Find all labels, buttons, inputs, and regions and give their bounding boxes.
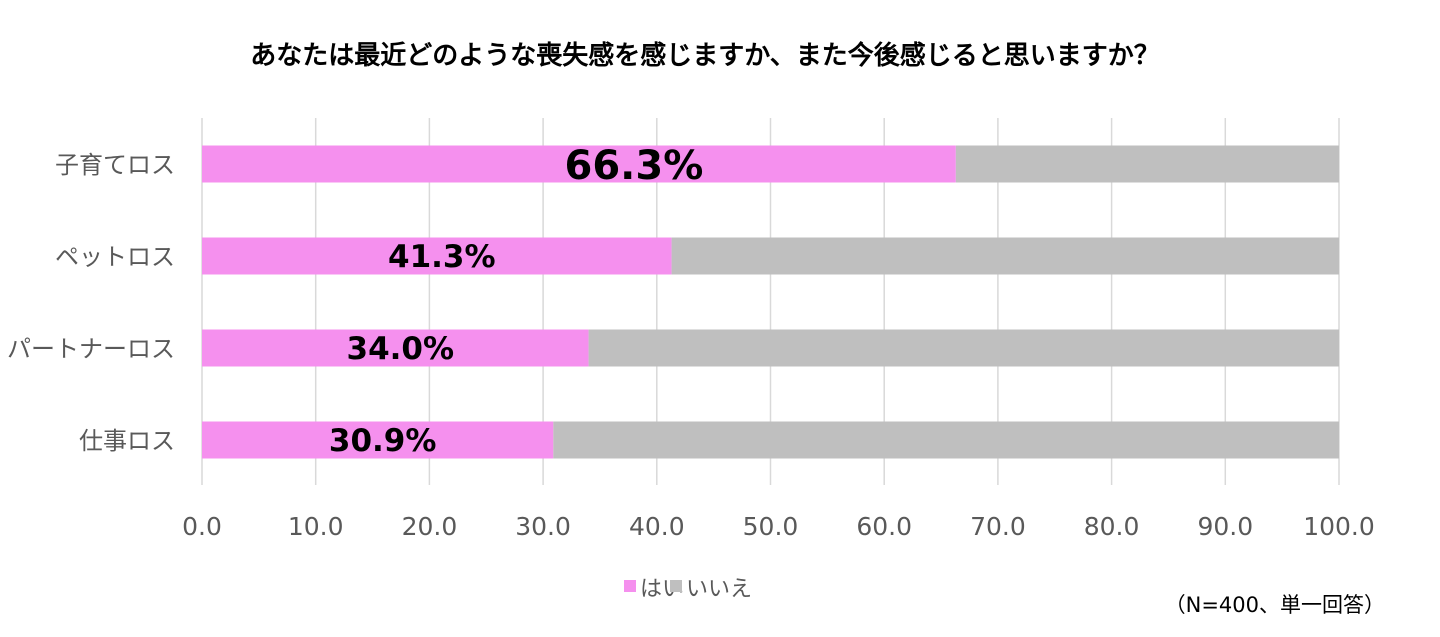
x-tick-label: 20.0 bbox=[402, 512, 458, 541]
x-tick-label: 80.0 bbox=[1084, 512, 1140, 541]
category-label: ペットロス bbox=[55, 243, 175, 271]
data-labels: 66.3% 41.3% 34.0% 30.9% bbox=[329, 143, 703, 459]
sample-note: （N=400、単一回答） bbox=[1165, 593, 1385, 617]
legend-label-no: いいえ bbox=[686, 577, 752, 602]
category-label: 子育てロス bbox=[55, 151, 175, 179]
x-tick-label: 70.0 bbox=[970, 512, 1026, 541]
data-label: 66.3% bbox=[565, 143, 704, 189]
bar-segment-yes bbox=[202, 145, 956, 183]
bar-segment-no bbox=[588, 329, 1339, 367]
x-tick-label: 50.0 bbox=[743, 512, 799, 541]
legend: はい いいえ bbox=[624, 577, 752, 602]
data-label: 41.3% bbox=[388, 239, 496, 275]
chart-title: あなたは最近どのような喪失感を感じますか、また今後感じると思いますか？ bbox=[250, 40, 1159, 71]
x-tick-label: 40.0 bbox=[629, 512, 685, 541]
data-label: 30.9% bbox=[329, 423, 437, 459]
bar-segment-yes bbox=[202, 237, 672, 275]
x-tick-labels: 0.0 10.0 20.0 30.0 40.0 50.0 60.0 70.0 80.0 90.0 1… bbox=[182, 512, 1375, 541]
category-label: パートナーロス bbox=[7, 335, 175, 363]
bar-segment-yes bbox=[202, 421, 554, 459]
x-tick-label: 0.0 bbox=[182, 512, 222, 541]
bar-segment-no bbox=[955, 145, 1339, 183]
x-tick-label: 30.0 bbox=[515, 512, 571, 541]
x-tick-label: 10.0 bbox=[288, 512, 344, 541]
data-label: 34.0% bbox=[347, 331, 455, 367]
x-tick-label: 90.0 bbox=[1197, 512, 1253, 541]
x-tick-label: 100.0 bbox=[1303, 512, 1375, 541]
legend-swatch-no bbox=[670, 580, 682, 592]
legend-swatch-yes bbox=[624, 580, 636, 592]
bar-segment-yes bbox=[202, 329, 589, 367]
x-tick-label: 60.0 bbox=[856, 512, 912, 541]
category-label: 仕事ロス bbox=[79, 427, 175, 455]
bars bbox=[202, 145, 1339, 459]
bar-segment-no bbox=[553, 421, 1339, 459]
bar-segment-no bbox=[671, 237, 1339, 275]
